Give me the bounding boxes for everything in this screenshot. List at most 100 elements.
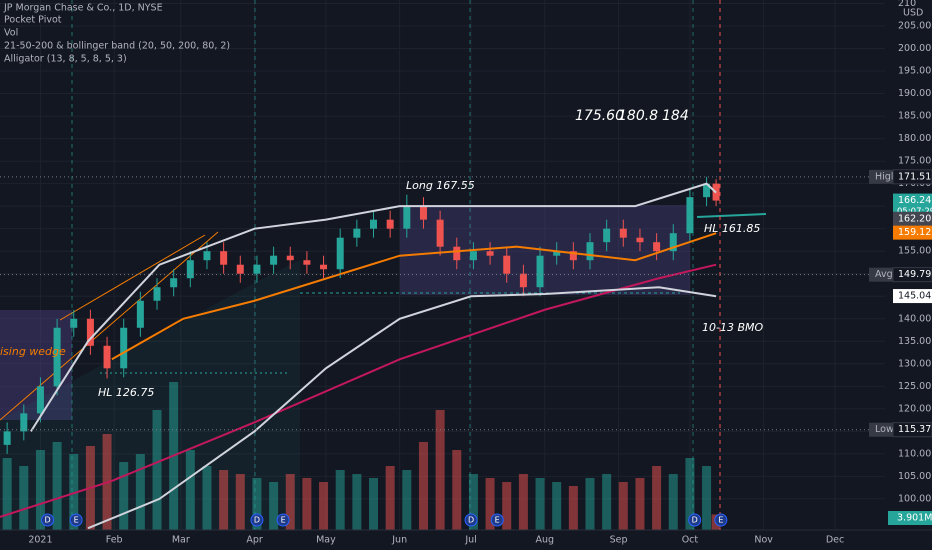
candle-body [86, 318, 94, 346]
candle-body [286, 255, 294, 261]
candle-body [270, 255, 278, 265]
level-tag-text: Avg [875, 269, 893, 280]
candle-body [336, 237, 344, 270]
candle-body [619, 228, 627, 238]
x-tick-label: Oct [682, 535, 699, 546]
candle-body [320, 264, 328, 270]
volume-bar [552, 482, 562, 530]
event-label: D [254, 516, 260, 525]
title: JP Morgan Chase & Co., 1D, NYSE [3, 3, 163, 14]
y-tick-label: 130.00 [898, 358, 931, 369]
candle-body [103, 345, 111, 369]
x-tick-label: Feb [106, 535, 123, 546]
annotation: HL 126.75 [98, 386, 154, 399]
candle-body [70, 318, 78, 328]
y-tick-label: 105.00 [898, 471, 931, 482]
volume-bar [635, 478, 645, 530]
event-label: E [718, 516, 723, 525]
volume-bar [568, 486, 578, 530]
volume-bar [418, 442, 428, 530]
candle-body [386, 219, 394, 229]
level-tag [869, 267, 893, 282]
y-tick-label: 120.00 [898, 403, 931, 414]
event-icon [69, 513, 83, 527]
value-box-text: 145.04 [898, 291, 931, 302]
candle-body [20, 413, 28, 432]
volume-bar [335, 470, 345, 530]
indicator-line [111, 232, 717, 361]
volume-bar [302, 478, 312, 530]
candle-body [536, 255, 544, 288]
event-label: E [495, 516, 500, 525]
event-icon [688, 513, 702, 527]
candle-body [236, 264, 244, 274]
value-box-text: 166.24 [898, 195, 931, 206]
volume-bar [152, 410, 162, 530]
x-tick-label: May [316, 535, 336, 546]
candle-body [636, 237, 644, 243]
volume-bar [185, 450, 195, 530]
event-icon [490, 513, 504, 527]
volume-bar [369, 478, 379, 530]
annotation: 10-13 BMO [702, 321, 763, 334]
event-icon [276, 513, 290, 527]
event-icon [464, 513, 478, 527]
event-label: D [468, 516, 474, 525]
volume-bar [352, 474, 362, 530]
event-label: D [44, 516, 50, 525]
candle-body [353, 228, 361, 238]
currency: USD [903, 8, 923, 19]
volume-bar [435, 410, 445, 530]
annotation: HL 161.85 [704, 222, 760, 235]
level-value: 171.51 [898, 171, 931, 182]
indicator: Pocket Pivot [4, 15, 62, 26]
candle-body [220, 251, 228, 265]
volume-bar [685, 458, 695, 530]
candle-body [453, 246, 461, 261]
volume-bar [702, 466, 712, 530]
event-icon [714, 513, 728, 527]
candle-body [519, 273, 527, 288]
candle-body [603, 228, 611, 243]
event-label: E [281, 516, 286, 525]
volume-bar [502, 482, 512, 530]
target: 180.8 [618, 108, 658, 124]
target: 184 [662, 108, 689, 124]
indicator-line [0, 263, 717, 518]
level-tag-text: High [875, 171, 897, 182]
volume-bar [602, 474, 612, 530]
event-icon [250, 513, 264, 527]
volume-bar [402, 470, 412, 530]
candle-body [419, 206, 427, 220]
candle-body [503, 255, 511, 274]
level-value: 149.79 [898, 269, 931, 280]
x-tick-label: Jul [464, 535, 476, 546]
level-tag [869, 169, 893, 184]
candle-body [153, 287, 161, 301]
volume-bar [269, 482, 279, 530]
annotation: ising wedge [0, 345, 66, 358]
indicator: Alligator (13, 8, 5, 8, 5, 3) [4, 54, 127, 65]
y-tick-label: 185.00 [898, 111, 931, 122]
candle-body [569, 251, 577, 261]
candle-body [553, 251, 561, 256]
candle-body [303, 260, 311, 265]
x-tick-label: 2021 [28, 535, 52, 546]
candle-body [686, 197, 694, 234]
candle-body [36, 386, 44, 414]
value-box [893, 225, 932, 240]
wedge-line [59, 234, 206, 321]
x-tick-label: Nov [754, 535, 773, 546]
x-tick-label: Apr [246, 535, 263, 546]
volume-bar [19, 466, 29, 530]
volume-bar [385, 466, 395, 530]
candle-body [3, 431, 11, 445]
volume-bar [285, 474, 295, 530]
indicator: Vol [4, 28, 18, 39]
candle-body [669, 233, 677, 252]
y-tick-label: 195.00 [898, 66, 931, 77]
event-icon [41, 513, 55, 527]
y-tick-label: 200.00 [898, 43, 931, 54]
volume-bar [652, 466, 662, 530]
